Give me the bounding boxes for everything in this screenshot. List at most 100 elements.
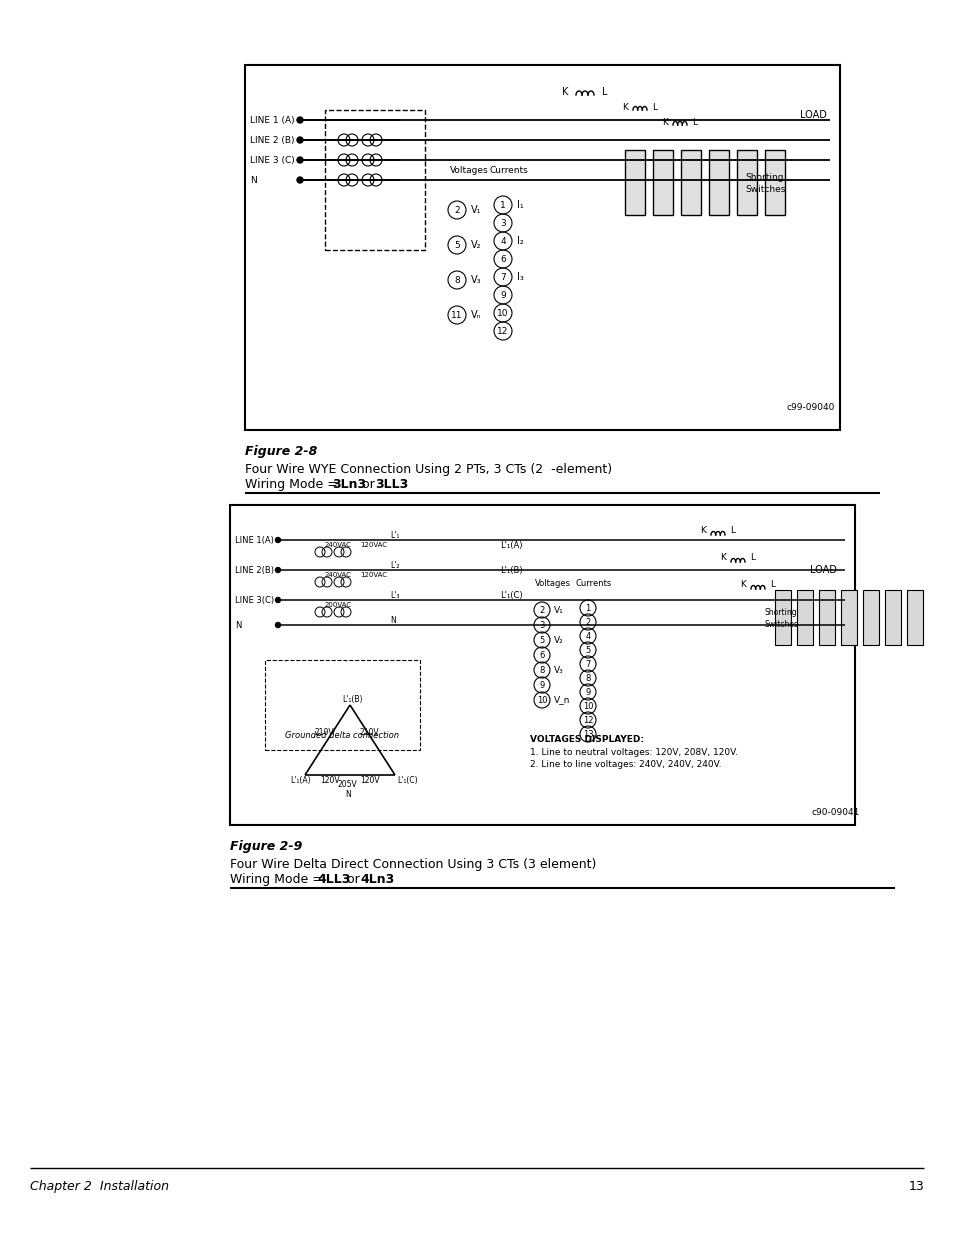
Text: 6: 6	[499, 254, 505, 263]
Bar	[652, 149, 672, 215]
Text: V₁: V₁	[471, 205, 481, 215]
Circle shape	[275, 598, 280, 603]
Text: Currents: Currents	[490, 165, 528, 174]
Text: L'₃: L'₃	[390, 590, 399, 599]
Text: LINE 1(A): LINE 1(A)	[234, 536, 274, 545]
Text: Voltages: Voltages	[450, 165, 488, 174]
Text: Currents: Currents	[576, 578, 612, 588]
Text: LINE 2(B): LINE 2(B)	[234, 566, 274, 574]
Text: V₁: V₁	[554, 605, 563, 615]
Circle shape	[296, 137, 303, 143]
Text: I₃: I₃	[517, 272, 523, 282]
Text: 12: 12	[582, 715, 593, 725]
Text: 8: 8	[585, 673, 590, 683]
Text: 2: 2	[585, 618, 590, 626]
Text: 205V: 205V	[337, 781, 357, 789]
Circle shape	[275, 537, 280, 542]
Text: N: N	[234, 620, 241, 630]
Text: K: K	[661, 119, 667, 127]
Text: 2. Line to line voltages: 240V, 240V, 240V.: 2. Line to line voltages: 240V, 240V, 24…	[530, 760, 720, 769]
Text: L: L	[652, 103, 657, 112]
Text: Shorting: Shorting	[744, 173, 782, 182]
Text: V₂: V₂	[471, 240, 481, 249]
Text: 8: 8	[454, 275, 459, 284]
Text: V_n: V_n	[554, 695, 570, 704]
Text: L: L	[601, 86, 607, 98]
Text: 11: 11	[451, 310, 462, 320]
Text: Figure 2-9: Figure 2-9	[230, 840, 302, 853]
Text: 10: 10	[497, 309, 508, 317]
Text: N: N	[390, 615, 395, 625]
Text: 2: 2	[538, 605, 544, 615]
Bar	[325, 110, 424, 249]
Text: L'₁(A): L'₁(A)	[290, 776, 311, 785]
Text: 8: 8	[538, 666, 544, 674]
Text: 240VAC: 240VAC	[325, 572, 352, 578]
Text: 120VAC: 120VAC	[359, 572, 387, 578]
Text: 120V: 120V	[319, 776, 339, 785]
Text: 120VAC: 120VAC	[359, 542, 387, 548]
Text: Wiring Mode =: Wiring Mode =	[245, 478, 341, 492]
Text: Vₙ: Vₙ	[471, 310, 481, 320]
Text: Four Wire Delta Direct Connection Using 3 CTs (3 element): Four Wire Delta Direct Connection Using …	[230, 858, 596, 871]
Text: LINE 3(C): LINE 3(C)	[234, 595, 274, 604]
Bar	[708, 149, 728, 215]
Bar	[906, 590, 923, 645]
Text: K: K	[740, 580, 745, 589]
Text: 4Ln3: 4Ln3	[359, 873, 394, 885]
Text: c99-09040: c99-09040	[786, 403, 834, 412]
Text: 4LL3: 4LL3	[316, 873, 350, 885]
Bar	[774, 590, 790, 645]
Text: 200VAC: 200VAC	[325, 601, 352, 608]
Text: 9: 9	[585, 688, 590, 697]
Text: N: N	[250, 175, 256, 184]
Text: or: or	[343, 873, 363, 885]
Text: L'₁(A): L'₁(A)	[499, 541, 522, 550]
Text: 3: 3	[538, 620, 544, 630]
Text: 9: 9	[538, 680, 544, 689]
Text: 5: 5	[585, 646, 590, 655]
Text: 7: 7	[499, 273, 505, 282]
Bar	[265, 659, 419, 750]
Bar	[841, 590, 856, 645]
Bar	[680, 149, 700, 215]
Text: c90-09041: c90-09041	[811, 808, 859, 818]
Text: Grounded delta connection: Grounded delta connection	[285, 730, 398, 740]
Text: Switches: Switches	[744, 185, 784, 194]
Text: L'₁(B): L'₁(B)	[499, 566, 522, 574]
Text: LOAD: LOAD	[800, 110, 826, 120]
Text: 3LL3: 3LL3	[375, 478, 408, 492]
Text: 4: 4	[585, 631, 590, 641]
Text: 120V: 120V	[359, 776, 379, 785]
Bar	[245, 65, 840, 430]
Circle shape	[296, 157, 303, 163]
Bar	[624, 149, 644, 215]
Circle shape	[296, 117, 303, 124]
Text: 4: 4	[499, 236, 505, 246]
Text: 10: 10	[537, 695, 547, 704]
Text: 240VAC: 240VAC	[325, 542, 352, 548]
Text: 7: 7	[585, 659, 590, 668]
Text: 2: 2	[454, 205, 459, 215]
Bar	[796, 590, 812, 645]
Bar	[764, 149, 784, 215]
Text: 10: 10	[582, 701, 593, 710]
Text: 5: 5	[538, 636, 544, 645]
Text: LINE 2 (B): LINE 2 (B)	[250, 136, 294, 144]
Text: L: L	[692, 119, 697, 127]
Text: I₂: I₂	[517, 236, 523, 246]
Text: V₃: V₃	[471, 275, 481, 285]
Text: Switches: Switches	[764, 620, 799, 629]
Text: K: K	[720, 553, 725, 562]
Bar	[818, 590, 834, 645]
Text: L: L	[749, 553, 754, 562]
Text: VOLTAGES DISPLAYED:: VOLTAGES DISPLAYED:	[530, 735, 643, 743]
Text: Figure 2-8: Figure 2-8	[245, 445, 317, 458]
Text: 210V: 210V	[314, 727, 335, 737]
Text: K: K	[700, 526, 705, 535]
Text: LOAD: LOAD	[809, 564, 836, 576]
Text: L'₁(B): L'₁(B)	[341, 695, 362, 704]
Text: L'₁(C): L'₁(C)	[396, 776, 417, 785]
Text: Chapter 2  Installation: Chapter 2 Installation	[30, 1179, 169, 1193]
Text: L: L	[769, 580, 774, 589]
